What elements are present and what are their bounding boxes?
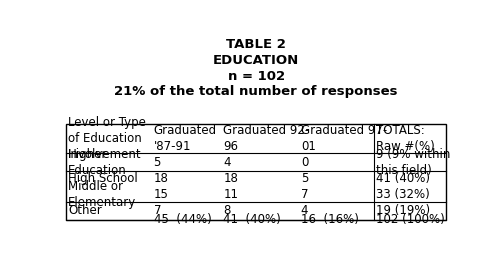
Text: EDUCATION: EDUCATION — [213, 54, 300, 67]
Text: 8: 8 — [224, 204, 230, 217]
Text: 4: 4 — [224, 156, 231, 169]
Text: 5: 5 — [301, 172, 308, 185]
Text: Level or Type
of Education
Involvement: Level or Type of Education Involvement — [68, 116, 146, 161]
Text: 18: 18 — [154, 172, 168, 185]
Text: 9 (9% within
this field): 9 (9% within this field) — [376, 148, 451, 177]
Text: 0: 0 — [301, 156, 308, 169]
Text: Other: Other — [68, 204, 102, 217]
Text: 21% of the total number of responses: 21% of the total number of responses — [114, 85, 398, 98]
Text: High School: High School — [68, 172, 138, 185]
Text: Higher
Education: Higher Education — [68, 148, 127, 177]
Text: TOTALS:
Raw #(%): TOTALS: Raw #(%) — [376, 125, 435, 153]
Text: 102 (100%): 102 (100%) — [376, 213, 445, 226]
Text: n = 102: n = 102 — [228, 70, 285, 83]
Text: TABLE 2: TABLE 2 — [226, 38, 286, 51]
Text: Graduated 92-
96: Graduated 92- 96 — [224, 125, 310, 153]
Text: 7: 7 — [154, 204, 161, 217]
Text: Graduated 97-
01: Graduated 97- 01 — [301, 125, 387, 153]
Text: 4: 4 — [301, 204, 308, 217]
Text: Middle or
Elementary: Middle or Elementary — [68, 180, 136, 209]
Text: 41  (40%): 41 (40%) — [224, 213, 281, 226]
Text: 41 (40%): 41 (40%) — [376, 172, 430, 185]
Text: 33 (32%): 33 (32%) — [376, 188, 430, 201]
Text: 19 (19%): 19 (19%) — [376, 204, 430, 217]
Text: 16  (16%): 16 (16%) — [301, 213, 358, 226]
Text: 18: 18 — [224, 172, 238, 185]
Text: 15: 15 — [154, 188, 168, 201]
Text: 11: 11 — [224, 188, 238, 201]
Text: 5: 5 — [154, 156, 161, 169]
Text: Graduated
'87-91: Graduated '87-91 — [154, 125, 216, 153]
Bar — [66, 125, 446, 220]
Text: 45  (44%): 45 (44%) — [154, 213, 212, 226]
Text: 7: 7 — [301, 188, 308, 201]
